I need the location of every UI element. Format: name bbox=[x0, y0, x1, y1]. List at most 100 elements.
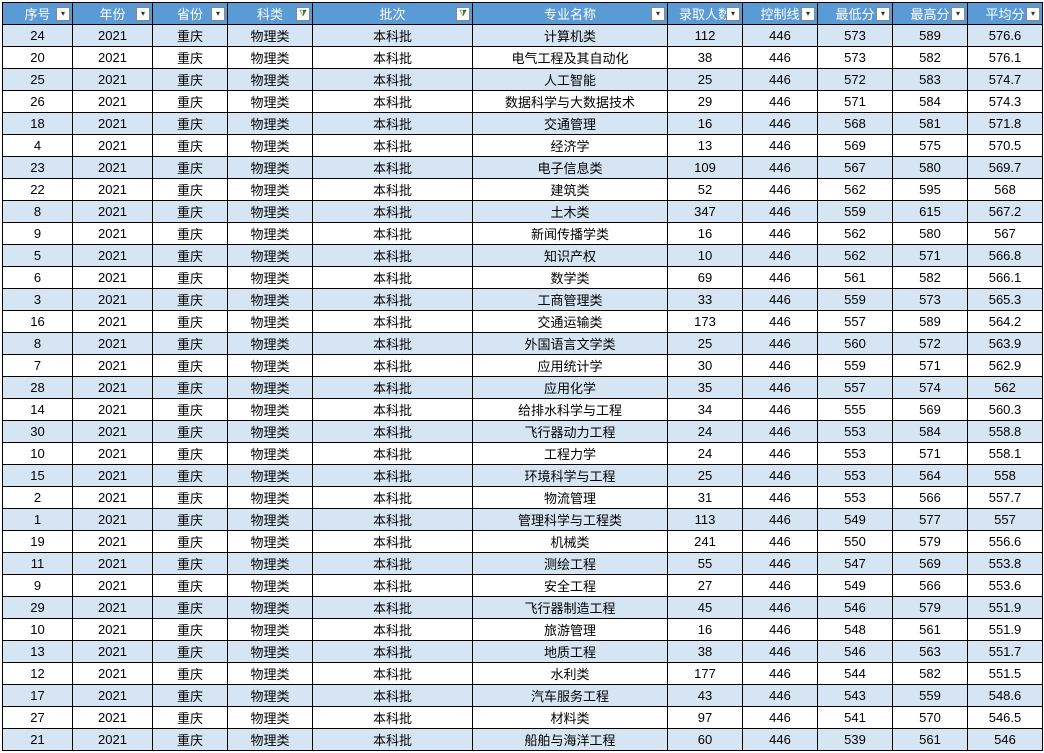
cell[interactable]: 559 bbox=[818, 201, 893, 223]
cell[interactable]: 物理类 bbox=[228, 707, 313, 729]
cell[interactable]: 568 bbox=[968, 179, 1043, 201]
cell[interactable]: 10 bbox=[668, 245, 743, 267]
cell[interactable]: 446 bbox=[743, 201, 818, 223]
cell[interactable]: 539 bbox=[818, 729, 893, 751]
cell[interactable]: 546 bbox=[818, 641, 893, 663]
cell[interactable]: 5 bbox=[3, 245, 73, 267]
cell[interactable]: 计算机类 bbox=[473, 25, 668, 47]
cell[interactable]: 24 bbox=[668, 443, 743, 465]
cell[interactable]: 物理类 bbox=[228, 355, 313, 377]
cell[interactable]: 10 bbox=[3, 443, 73, 465]
cell[interactable]: 物理类 bbox=[228, 641, 313, 663]
cell[interactable]: 8 bbox=[3, 333, 73, 355]
cell[interactable]: 559 bbox=[818, 355, 893, 377]
cell[interactable]: 570.5 bbox=[968, 135, 1043, 157]
cell[interactable]: 本科批 bbox=[313, 311, 473, 333]
cell[interactable]: 446 bbox=[743, 25, 818, 47]
cell[interactable]: 交通管理 bbox=[473, 113, 668, 135]
cell[interactable]: 573 bbox=[893, 289, 968, 311]
cell[interactable]: 571 bbox=[818, 91, 893, 113]
cell[interactable]: 本科批 bbox=[313, 685, 473, 707]
cell[interactable]: 本科批 bbox=[313, 113, 473, 135]
cell[interactable]: 549 bbox=[818, 575, 893, 597]
cell[interactable]: 553.8 bbox=[968, 553, 1043, 575]
cell[interactable]: 562 bbox=[818, 179, 893, 201]
cell[interactable]: 重庆 bbox=[153, 707, 228, 729]
cell[interactable]: 574.7 bbox=[968, 69, 1043, 91]
cell[interactable]: 564.2 bbox=[968, 311, 1043, 333]
cell[interactable]: 33 bbox=[668, 289, 743, 311]
cell[interactable]: 16 bbox=[668, 223, 743, 245]
cell[interactable]: 17 bbox=[3, 685, 73, 707]
cell[interactable]: 物理类 bbox=[228, 553, 313, 575]
cell[interactable]: 446 bbox=[743, 597, 818, 619]
cell[interactable]: 重庆 bbox=[153, 47, 228, 69]
filter-dropdown-icon[interactable]: ▾ bbox=[1026, 7, 1040, 21]
cell[interactable]: 13 bbox=[668, 135, 743, 157]
cell[interactable]: 知识产权 bbox=[473, 245, 668, 267]
cell[interactable]: 本科批 bbox=[313, 487, 473, 509]
cell[interactable]: 555 bbox=[818, 399, 893, 421]
cell[interactable]: 物理类 bbox=[228, 333, 313, 355]
cell[interactable]: 重庆 bbox=[153, 421, 228, 443]
cell[interactable]: 物理类 bbox=[228, 399, 313, 421]
cell[interactable]: 本科批 bbox=[313, 597, 473, 619]
cell[interactable]: 446 bbox=[743, 487, 818, 509]
cell[interactable]: 446 bbox=[743, 685, 818, 707]
cell[interactable]: 446 bbox=[743, 223, 818, 245]
col-header-7[interactable]: 控制线▾ bbox=[743, 3, 818, 25]
cell[interactable]: 446 bbox=[743, 135, 818, 157]
cell[interactable]: 2021 bbox=[73, 663, 153, 685]
cell[interactable]: 566 bbox=[893, 487, 968, 509]
cell[interactable]: 本科批 bbox=[313, 157, 473, 179]
col-header-2[interactable]: 省份▾ bbox=[153, 3, 228, 25]
cell[interactable]: 2021 bbox=[73, 685, 153, 707]
cell[interactable]: 15 bbox=[3, 465, 73, 487]
cell[interactable]: 446 bbox=[743, 245, 818, 267]
cell[interactable]: 571 bbox=[893, 443, 968, 465]
cell[interactable]: 569 bbox=[893, 399, 968, 421]
cell[interactable]: 551.7 bbox=[968, 641, 1043, 663]
cell[interactable]: 548 bbox=[818, 619, 893, 641]
cell[interactable]: 2021 bbox=[73, 575, 153, 597]
cell[interactable]: 本科批 bbox=[313, 289, 473, 311]
cell[interactable]: 550 bbox=[818, 531, 893, 553]
cell[interactable]: 2021 bbox=[73, 487, 153, 509]
cell[interactable]: 重庆 bbox=[153, 377, 228, 399]
cell[interactable]: 446 bbox=[743, 663, 818, 685]
cell[interactable]: 物理类 bbox=[228, 91, 313, 113]
cell[interactable]: 25 bbox=[668, 465, 743, 487]
cell[interactable]: 557.7 bbox=[968, 487, 1043, 509]
cell[interactable]: 27 bbox=[3, 707, 73, 729]
cell[interactable]: 重庆 bbox=[153, 267, 228, 289]
cell[interactable]: 561 bbox=[893, 619, 968, 641]
cell[interactable]: 112 bbox=[668, 25, 743, 47]
cell[interactable]: 446 bbox=[743, 443, 818, 465]
cell[interactable]: 重庆 bbox=[153, 597, 228, 619]
cell[interactable]: 物流管理 bbox=[473, 487, 668, 509]
cell[interactable]: 物理类 bbox=[228, 509, 313, 531]
cell[interactable]: 567 bbox=[818, 157, 893, 179]
cell[interactable]: 561 bbox=[818, 267, 893, 289]
cell[interactable]: 2021 bbox=[73, 729, 153, 751]
cell[interactable]: 582 bbox=[893, 267, 968, 289]
cell[interactable]: 本科批 bbox=[313, 619, 473, 641]
cell[interactable]: 本科批 bbox=[313, 465, 473, 487]
cell[interactable]: 30 bbox=[668, 355, 743, 377]
cell[interactable]: 446 bbox=[743, 619, 818, 641]
cell[interactable]: 553 bbox=[818, 465, 893, 487]
cell[interactable]: 本科批 bbox=[313, 707, 473, 729]
cell[interactable]: 给排水科学与工程 bbox=[473, 399, 668, 421]
cell[interactable]: 583 bbox=[893, 69, 968, 91]
col-header-10[interactable]: 平均分▾ bbox=[968, 3, 1043, 25]
cell[interactable]: 本科批 bbox=[313, 135, 473, 157]
cell[interactable]: 548.6 bbox=[968, 685, 1043, 707]
cell[interactable]: 571 bbox=[893, 355, 968, 377]
cell[interactable]: 工商管理类 bbox=[473, 289, 668, 311]
filter-dropdown-icon[interactable]: ▾ bbox=[876, 7, 890, 21]
cell[interactable]: 旅游管理 bbox=[473, 619, 668, 641]
cell[interactable]: 557 bbox=[968, 509, 1043, 531]
cell[interactable]: 557 bbox=[818, 311, 893, 333]
cell[interactable]: 580 bbox=[893, 223, 968, 245]
cell[interactable]: 重庆 bbox=[153, 729, 228, 751]
